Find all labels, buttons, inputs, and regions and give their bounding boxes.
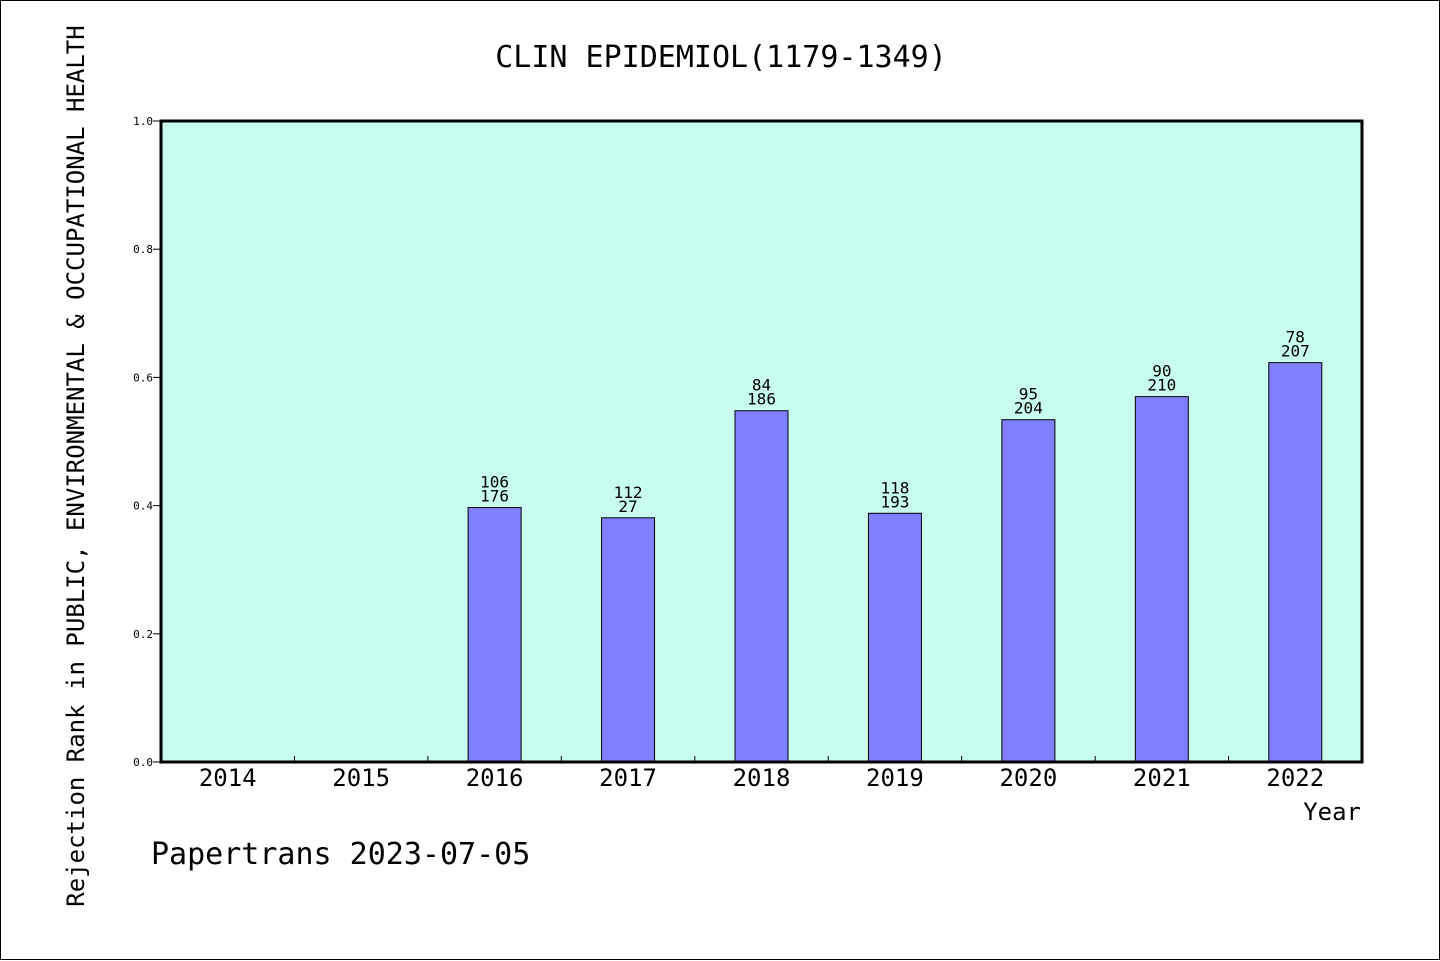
bar-2019 bbox=[867, 512, 922, 763]
bar-2020 bbox=[1001, 419, 1056, 763]
y-tick-label: 0.2 bbox=[133, 628, 153, 641]
x-tick-label-2018: 2018 bbox=[733, 764, 791, 792]
y-tick-label: 0.6 bbox=[133, 371, 153, 384]
x-tick-label-2022: 2022 bbox=[1266, 764, 1324, 792]
footer-credit: Papertrans 2023-07-05 bbox=[151, 837, 530, 872]
data-label-bottom-2019: 193 bbox=[880, 492, 909, 511]
data-label-top-2021: 90 bbox=[1152, 362, 1171, 381]
y-tick-label: 0.0 bbox=[133, 756, 153, 769]
x-tick-label-2019: 2019 bbox=[866, 764, 924, 792]
y-tick-label: 0.8 bbox=[133, 243, 153, 256]
y-tick-label: 0.4 bbox=[133, 500, 153, 513]
chart-title: CLIN EPIDEMIOL(1179-1349) bbox=[495, 40, 947, 75]
data-label-bottom-2017: 27 bbox=[618, 497, 637, 516]
x-axis-label: Year bbox=[1303, 798, 1361, 826]
x-tick-label-2014: 2014 bbox=[199, 764, 257, 792]
data-label-bottom-2021: 210 bbox=[1147, 376, 1176, 395]
data-label-top-2018: 84 bbox=[752, 376, 771, 395]
data-label-top-2020: 95 bbox=[1019, 385, 1038, 404]
bar-2017 bbox=[601, 517, 656, 763]
bar-2021 bbox=[1134, 396, 1189, 763]
data-label-bottom-2018: 186 bbox=[747, 390, 776, 409]
data-label-top-2017: 112 bbox=[614, 483, 643, 502]
plot-frame bbox=[159, 119, 1364, 764]
bar-2022 bbox=[1268, 362, 1323, 763]
x-tick-label-2017: 2017 bbox=[599, 764, 657, 792]
x-tick-label-2021: 2021 bbox=[1133, 764, 1191, 792]
x-tick-label-2020: 2020 bbox=[999, 764, 1057, 792]
data-label-bottom-2022: 207 bbox=[1281, 342, 1310, 361]
data-label-top-2016: 106 bbox=[480, 473, 509, 492]
bar-2016 bbox=[467, 507, 522, 763]
data-label-bottom-2016: 176 bbox=[480, 487, 509, 506]
x-tick-label-2015: 2015 bbox=[332, 764, 390, 792]
bar-2018 bbox=[734, 410, 789, 763]
data-label-top-2019: 118 bbox=[880, 478, 909, 497]
data-label-top-2022: 78 bbox=[1286, 328, 1305, 347]
y-tick-label: 1.0 bbox=[133, 115, 153, 128]
y-axis-label: Rejection Rank in PUBLIC, ENVIRONMENTAL … bbox=[62, 25, 90, 906]
x-tick-label-2016: 2016 bbox=[466, 764, 524, 792]
data-label-bottom-2020: 204 bbox=[1014, 399, 1043, 418]
